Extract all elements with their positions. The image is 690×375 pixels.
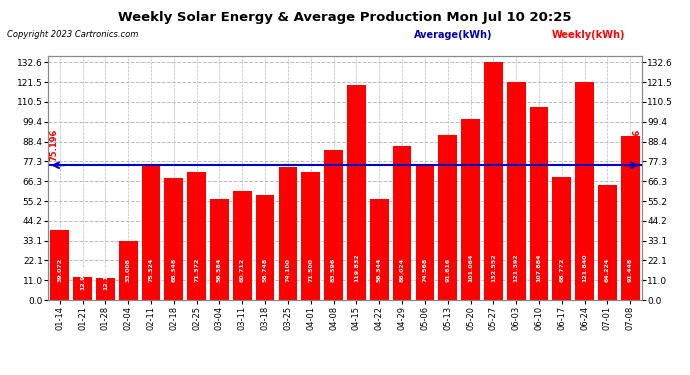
Text: 86.024: 86.024: [400, 258, 404, 282]
Text: 68.772: 68.772: [560, 258, 564, 282]
Text: Weekly(kWh): Weekly(kWh): [552, 30, 626, 40]
Bar: [598, 185, 617, 300]
Bar: [73, 277, 92, 300]
Bar: [279, 167, 297, 300]
Text: 75.196: 75.196: [50, 128, 59, 161]
Text: 119.832: 119.832: [354, 254, 359, 282]
Bar: [164, 177, 183, 300]
Bar: [393, 146, 411, 300]
Bar: [621, 136, 640, 300]
Bar: [256, 195, 275, 300]
Text: Copyright 2023 Cartronics.com: Copyright 2023 Cartronics.com: [7, 30, 138, 39]
Bar: [415, 166, 434, 300]
Bar: [370, 199, 388, 300]
Bar: [438, 135, 457, 300]
Text: 33.008: 33.008: [126, 258, 130, 282]
Bar: [347, 85, 366, 300]
Bar: [233, 191, 252, 300]
Text: 56.344: 56.344: [377, 258, 382, 282]
Text: 91.816: 91.816: [445, 258, 450, 282]
Bar: [187, 172, 206, 300]
Text: 39.072: 39.072: [57, 258, 62, 282]
Text: 12.996: 12.996: [80, 265, 85, 290]
Text: 58.748: 58.748: [263, 258, 268, 282]
Text: 12.176: 12.176: [103, 266, 108, 290]
Text: 75.324: 75.324: [148, 258, 153, 282]
Bar: [575, 82, 594, 300]
Text: 83.596: 83.596: [331, 258, 336, 282]
Bar: [50, 230, 69, 300]
Text: 75.196: 75.196: [633, 128, 642, 161]
Text: 132.552: 132.552: [491, 254, 496, 282]
Text: 107.884: 107.884: [537, 254, 542, 282]
Bar: [302, 172, 320, 300]
Text: 121.392: 121.392: [513, 254, 519, 282]
Text: 74.568: 74.568: [422, 258, 427, 282]
Bar: [484, 62, 503, 300]
Text: 56.584: 56.584: [217, 258, 222, 282]
Bar: [507, 82, 526, 300]
Text: Weekly Solar Energy & Average Production Mon Jul 10 20:25: Weekly Solar Energy & Average Production…: [118, 11, 572, 24]
Bar: [324, 150, 343, 300]
Text: 64.224: 64.224: [605, 258, 610, 282]
Text: 71.372: 71.372: [194, 258, 199, 282]
Text: 71.500: 71.500: [308, 258, 313, 282]
Text: 101.064: 101.064: [468, 254, 473, 282]
Text: 121.840: 121.840: [582, 254, 587, 282]
Text: 68.348: 68.348: [171, 258, 177, 282]
Bar: [553, 177, 571, 300]
Text: 74.100: 74.100: [286, 258, 290, 282]
Bar: [96, 278, 115, 300]
Text: 91.448: 91.448: [628, 258, 633, 282]
Bar: [461, 119, 480, 300]
Bar: [141, 165, 160, 300]
Text: 60.712: 60.712: [240, 258, 245, 282]
Bar: [530, 106, 549, 300]
Bar: [210, 199, 229, 300]
Text: Average(kWh): Average(kWh): [414, 30, 493, 40]
Bar: [119, 241, 137, 300]
